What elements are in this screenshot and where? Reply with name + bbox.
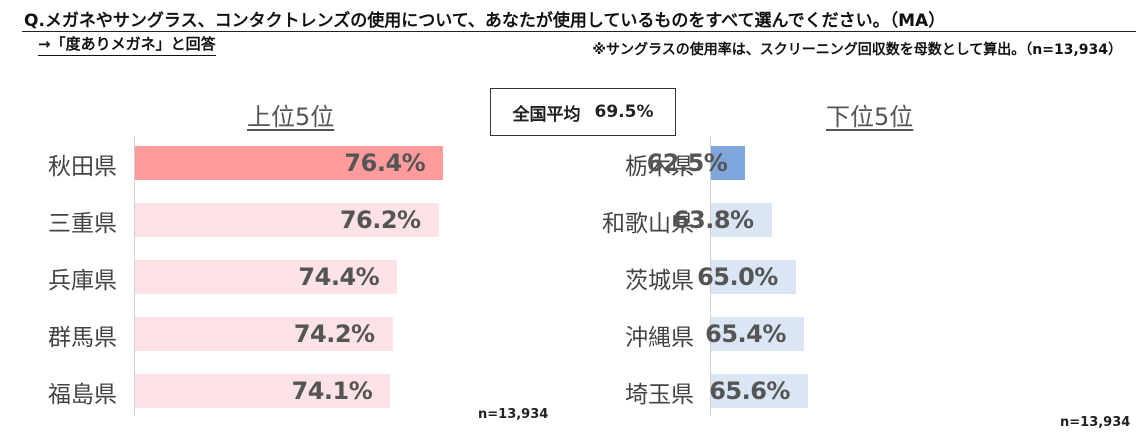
top5-category-label: 福島県 bbox=[48, 382, 117, 408]
top5-value-label: 74.4% bbox=[298, 263, 380, 291]
top5-sample-size: n=13,934 bbox=[478, 407, 549, 422]
top5-bar: 76.4% bbox=[135, 146, 444, 180]
top5-bar: 74.2% bbox=[135, 317, 393, 351]
bottom5-bar: 63.8% bbox=[673, 203, 772, 237]
bottom5-sample-size: n=13,934 bbox=[1060, 415, 1131, 430]
answer-text: →「度ありメガネ」と回答 bbox=[38, 33, 216, 56]
top5-category-label: 兵庫県 bbox=[48, 268, 117, 294]
top5-bar: 74.1% bbox=[135, 374, 391, 408]
question-text: Q.メガネやサングラス、コンタクトレンズの使用について、あなたが使用しているもの… bbox=[24, 11, 946, 31]
bottom5-bar: 65.4% bbox=[705, 317, 804, 351]
top5-value-label: 74.1% bbox=[291, 377, 373, 405]
top5-chart: 秋田県 76.4% 三重県 76.2% 兵庫県 74.4% 群馬県 74.2% 福島県 74.1% bbox=[0, 136, 570, 416]
bottom5-category-label: 埼玉県 bbox=[625, 382, 694, 408]
top5-bar: 76.2% bbox=[135, 203, 439, 237]
top5-value-label: 76.4% bbox=[344, 149, 426, 177]
bottom5-value-label: 65.4% bbox=[705, 320, 786, 348]
bottom5-value-label: 65.0% bbox=[697, 263, 778, 291]
bottom5-bar: 62.5% bbox=[647, 146, 746, 180]
national-average-value: 69.5% bbox=[594, 102, 654, 122]
top5-category-label: 秋田県 bbox=[48, 154, 117, 180]
bottom5-value-label: 63.8% bbox=[672, 206, 754, 234]
national-average-box: 全国平均 69.5% bbox=[490, 88, 676, 136]
bottom5-category-label: 和歌山県 bbox=[602, 211, 694, 237]
top5-category-label: 三重県 bbox=[48, 211, 117, 237]
bottom5-bar: 65.0% bbox=[697, 260, 796, 294]
bottom5-value-label: 62.5% bbox=[646, 149, 728, 177]
top5-axis bbox=[134, 136, 135, 416]
bottom5-category-label: 茨城県 bbox=[625, 268, 694, 294]
bottom5-category-label: 栃木県 bbox=[625, 154, 694, 180]
bottom5-value-label: 65.6% bbox=[709, 377, 790, 405]
top5-category-label: 群馬県 bbox=[48, 325, 117, 351]
top5-value-label: 74.2% bbox=[293, 320, 375, 348]
top5-bar: 74.4% bbox=[135, 260, 398, 294]
bottom5-bar: 65.6% bbox=[709, 374, 808, 408]
top5-value-label: 76.2% bbox=[339, 206, 421, 234]
national-average-label: 全国平均 bbox=[512, 104, 581, 125]
bottom5-category-label: 沖縄県 bbox=[625, 325, 694, 351]
top5-title: 上位5位 bbox=[247, 103, 335, 131]
bottom5-axis bbox=[710, 136, 711, 416]
bottom5-title: 下位5位 bbox=[826, 103, 914, 131]
bottom5-chart: 栃木県 62.5% 和歌山県 63.8% 茨城県 65.0% 沖縄県 65.4% 埼玉県 65.6… bbox=[580, 136, 1144, 416]
header-rule bbox=[22, 31, 1136, 32]
sample-note: ※サングラスの使用率は、スクリーニング回収数を母数として算出。（n=13,934… bbox=[592, 42, 1122, 58]
